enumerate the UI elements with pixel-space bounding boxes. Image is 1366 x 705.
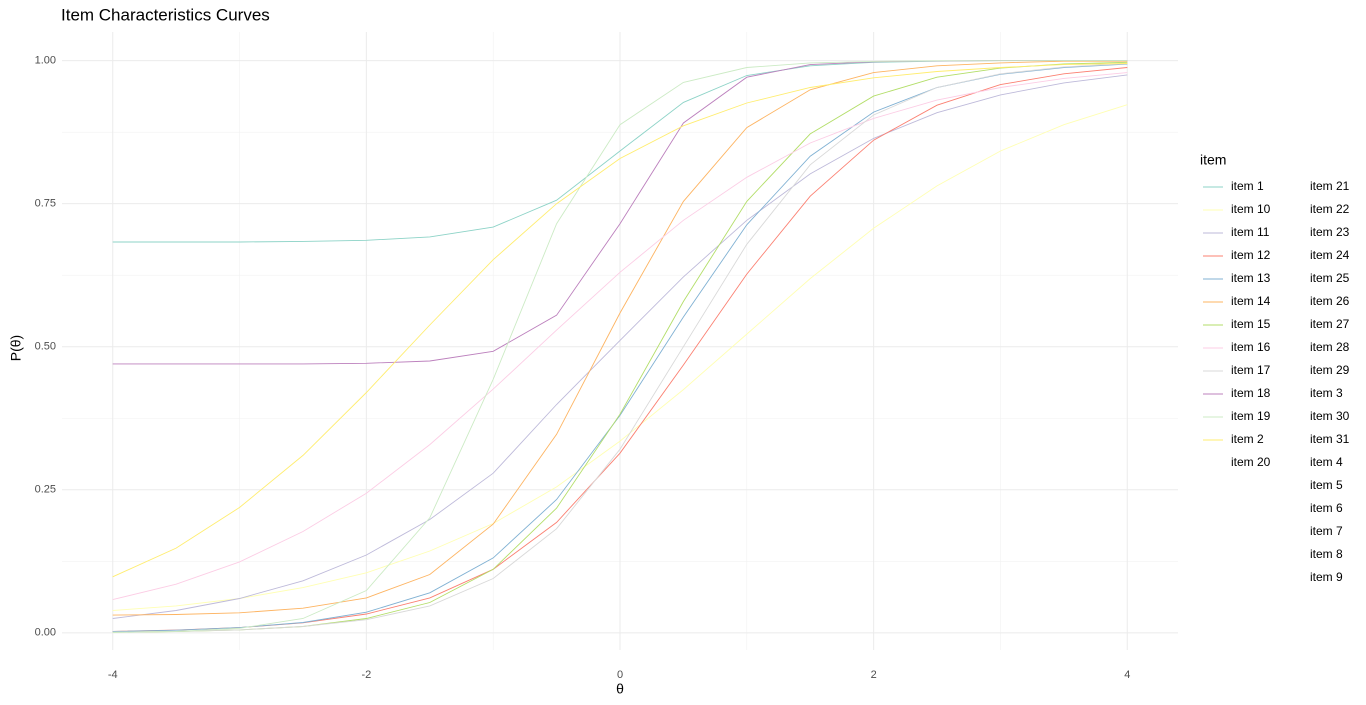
series-line	[112, 72, 1128, 601]
legend-label: item 1	[1231, 179, 1264, 193]
plot-lines	[112, 60, 1128, 633]
grid	[62, 32, 1178, 650]
series-line	[112, 60, 1128, 633]
legend-label: item 27	[1310, 317, 1350, 331]
series-line	[112, 63, 1128, 633]
legend-label: item 5	[1310, 478, 1343, 492]
legend-label: item 26	[1310, 294, 1350, 308]
legend-label: item 6	[1310, 501, 1343, 515]
legend-label: item 31	[1310, 432, 1350, 446]
legend-label: item 13	[1231, 271, 1271, 285]
series-line	[112, 63, 1128, 578]
series-line	[112, 104, 1128, 611]
legend-label: item 25	[1310, 271, 1350, 285]
legend-label: item 24	[1310, 248, 1350, 262]
chart-title: Item Characteristics Curves	[61, 5, 270, 24]
legend-label: item 7	[1310, 524, 1343, 538]
legend-label: item 29	[1310, 363, 1350, 377]
legend-label: item 10	[1231, 202, 1271, 216]
series-line	[112, 60, 1128, 616]
y-axis-title: P(θ)	[8, 335, 24, 361]
legend-label: item 8	[1310, 547, 1343, 561]
series-line	[112, 74, 1128, 619]
legend-label: item 20	[1231, 455, 1271, 469]
y-tick-label: 0.25	[35, 484, 56, 496]
legend-title: item	[1200, 152, 1226, 168]
legend-label: item 17	[1231, 363, 1271, 377]
legend-label: item 30	[1310, 409, 1350, 423]
legend-label: item 14	[1231, 294, 1271, 308]
x-tick-label: 4	[1124, 669, 1130, 681]
legend-label: item 21	[1310, 179, 1350, 193]
legend-label: item 23	[1310, 225, 1350, 239]
legend-label: item 28	[1310, 340, 1350, 354]
x-tick-label: -2	[361, 669, 371, 681]
legend-label: item 12	[1231, 248, 1271, 262]
legend-label: item 18	[1231, 386, 1271, 400]
legend-label: item 22	[1310, 202, 1350, 216]
legend-label: item 11	[1231, 225, 1270, 239]
y-tick-label: 0.00	[35, 627, 56, 639]
legend-label: item 4	[1310, 455, 1343, 469]
legend: item 1 item 10 item 11 item 12 item 13 item 1…	[1203, 179, 1350, 584]
legend-label: item 9	[1310, 570, 1343, 584]
x-axis-title: θ	[616, 681, 624, 697]
legend-label: item 3	[1310, 386, 1343, 400]
legend-label: item 15	[1231, 317, 1271, 331]
x-tick-label: -4	[108, 669, 118, 681]
legend-label: item 2	[1231, 432, 1264, 446]
y-tick-label: 0.50	[35, 341, 56, 353]
legend-label: item 16	[1231, 340, 1271, 354]
x-tick-label: 2	[871, 669, 877, 681]
x-tick-label: 0	[617, 669, 623, 681]
y-tick-label: 1.00	[35, 55, 56, 67]
legend-label: item 19	[1231, 409, 1271, 423]
y-tick-label: 0.75	[35, 198, 56, 210]
